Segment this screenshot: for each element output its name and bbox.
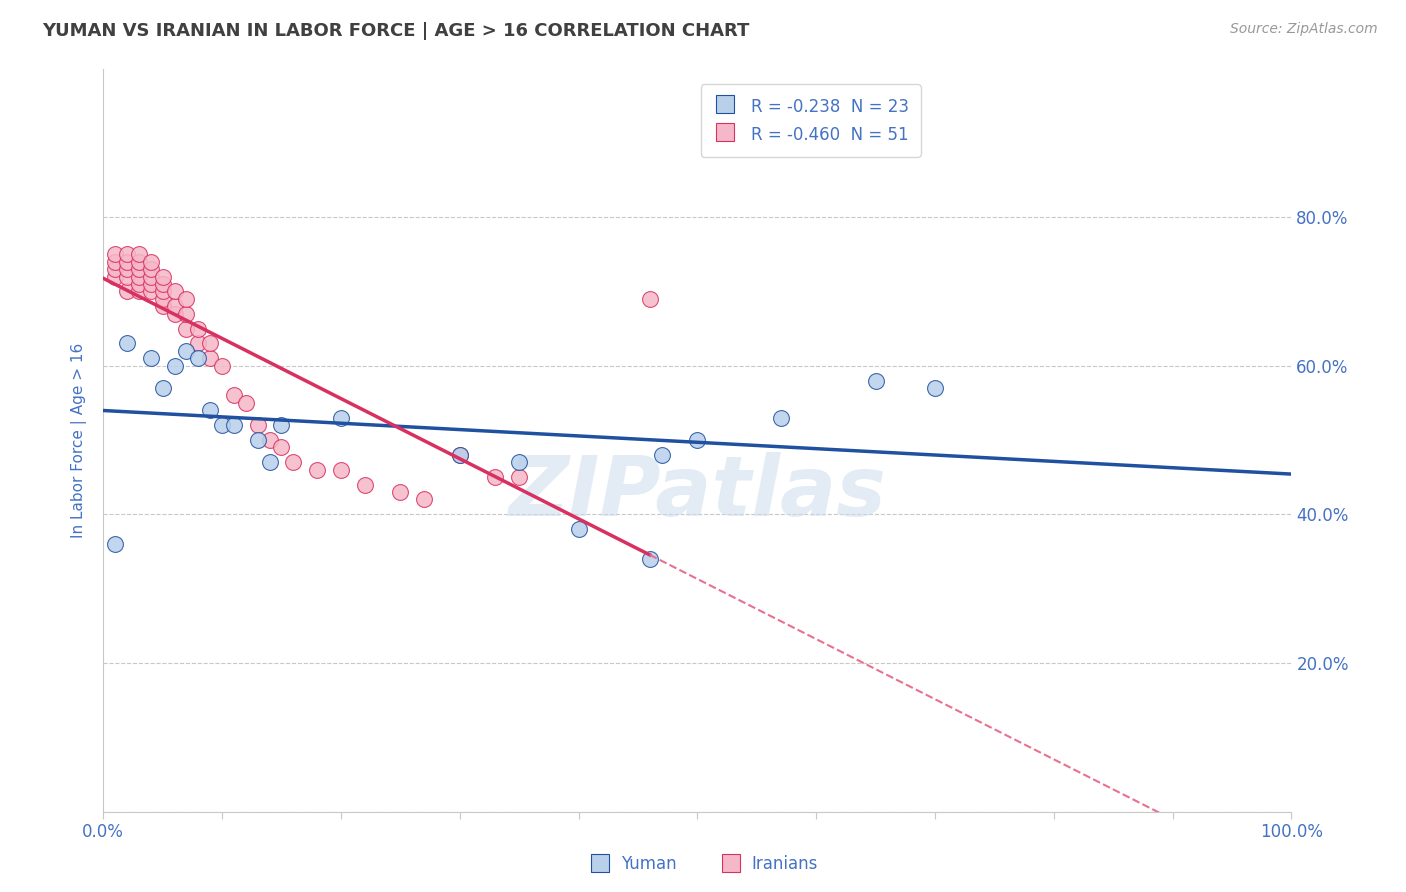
Point xyxy=(152,285,174,299)
Point xyxy=(211,418,233,433)
Point xyxy=(259,455,281,469)
Point xyxy=(769,410,792,425)
Point xyxy=(508,455,530,469)
Point xyxy=(139,262,162,277)
Point xyxy=(246,433,269,447)
Point xyxy=(198,351,221,366)
Point xyxy=(270,441,292,455)
Point xyxy=(176,307,198,321)
Point xyxy=(115,254,138,268)
Point xyxy=(353,477,375,491)
Point xyxy=(163,359,186,373)
Point xyxy=(139,285,162,299)
Point xyxy=(176,321,198,335)
Point xyxy=(865,374,887,388)
Point xyxy=(651,448,673,462)
Point xyxy=(152,381,174,395)
Point xyxy=(104,269,127,284)
Point xyxy=(128,262,150,277)
Point xyxy=(484,470,506,484)
Point xyxy=(413,492,436,507)
Point xyxy=(198,403,221,417)
Point xyxy=(115,262,138,277)
Point xyxy=(115,269,138,284)
Text: YUMAN VS IRANIAN IN LABOR FORCE | AGE > 16 CORRELATION CHART: YUMAN VS IRANIAN IN LABOR FORCE | AGE > … xyxy=(42,22,749,40)
Point xyxy=(307,463,329,477)
Point xyxy=(222,388,245,402)
Point xyxy=(163,299,186,313)
Point xyxy=(211,359,233,373)
Point xyxy=(187,321,209,335)
Point xyxy=(329,410,352,425)
Point xyxy=(567,522,589,536)
Point xyxy=(449,448,471,462)
Point xyxy=(638,552,661,566)
Point xyxy=(176,343,198,358)
Point xyxy=(152,277,174,291)
Point xyxy=(329,463,352,477)
Point xyxy=(128,285,150,299)
Point xyxy=(115,247,138,261)
Point xyxy=(270,418,292,433)
Point xyxy=(283,455,305,469)
Point xyxy=(246,418,269,433)
Point xyxy=(152,269,174,284)
Point xyxy=(187,336,209,351)
Point xyxy=(449,448,471,462)
Point xyxy=(235,396,257,410)
Text: Source: ZipAtlas.com: Source: ZipAtlas.com xyxy=(1230,22,1378,37)
Point xyxy=(104,262,127,277)
Point xyxy=(128,269,150,284)
Legend: Yuman, Iranians: Yuman, Iranians xyxy=(581,848,825,880)
Y-axis label: In Labor Force | Age > 16: In Labor Force | Age > 16 xyxy=(72,343,87,538)
Point xyxy=(187,351,209,366)
Point xyxy=(924,381,946,395)
Point xyxy=(115,285,138,299)
Point xyxy=(104,537,127,551)
Point xyxy=(139,269,162,284)
Point xyxy=(163,285,186,299)
Point xyxy=(139,277,162,291)
Legend: R = -0.238  N = 23, R = -0.460  N = 51: R = -0.238 N = 23, R = -0.460 N = 51 xyxy=(702,84,921,157)
Point xyxy=(104,254,127,268)
Point xyxy=(198,336,221,351)
Point xyxy=(508,470,530,484)
Point xyxy=(128,277,150,291)
Point xyxy=(128,247,150,261)
Text: ZIPatlas: ZIPatlas xyxy=(509,451,886,533)
Point xyxy=(222,418,245,433)
Point xyxy=(163,307,186,321)
Point xyxy=(152,299,174,313)
Point xyxy=(389,485,412,500)
Point xyxy=(176,292,198,306)
Point xyxy=(686,433,709,447)
Point xyxy=(152,292,174,306)
Point xyxy=(259,433,281,447)
Point xyxy=(128,254,150,268)
Point xyxy=(139,351,162,366)
Point xyxy=(104,247,127,261)
Point xyxy=(638,292,661,306)
Point xyxy=(139,254,162,268)
Point xyxy=(115,336,138,351)
